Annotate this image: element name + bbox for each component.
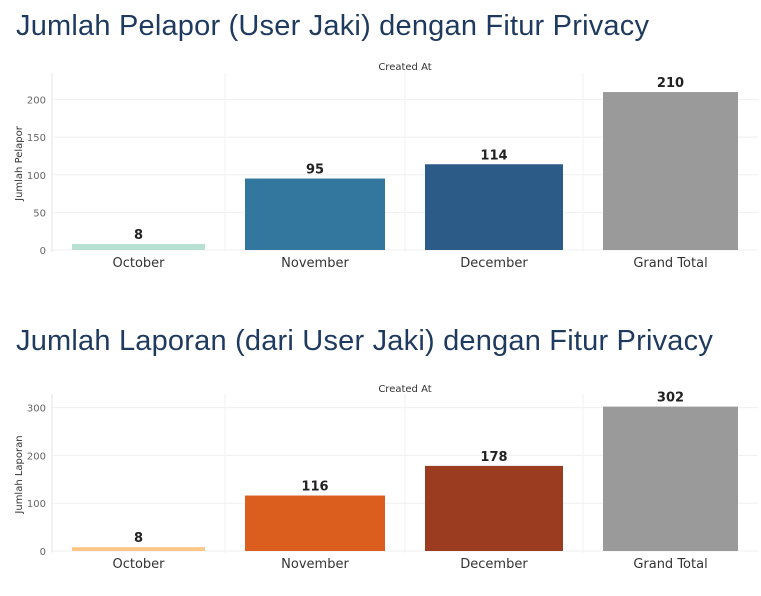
column-header: Created At bbox=[378, 62, 431, 73]
chart-title-pelapor: Jumlah Pelapor (User Jaki) dengan Fitur … bbox=[16, 10, 650, 42]
data-label: 116 bbox=[301, 480, 328, 495]
bar-december bbox=[425, 164, 563, 250]
data-label: 8 bbox=[134, 228, 143, 243]
data-label: 210 bbox=[657, 76, 684, 91]
chart-laporan: Created At Jumlah Laporan 0 100 200 300 8 Octob… bbox=[14, 384, 758, 572]
bar-october bbox=[72, 243, 205, 250]
column-header: Created At bbox=[378, 384, 431, 395]
data-label: 95 bbox=[306, 163, 324, 178]
y-tick-label: 200 bbox=[27, 96, 46, 107]
y-tick-label: 100 bbox=[27, 499, 46, 510]
chart-pelapor: Created At Jumlah Pelapor 0 50 100 150 200 8 Oct… bbox=[14, 62, 758, 271]
x-category-label: November bbox=[281, 256, 349, 271]
bar-november bbox=[245, 178, 385, 250]
x-category-label: November bbox=[281, 557, 349, 572]
data-label: 8 bbox=[134, 531, 143, 546]
y-tick-label: 0 bbox=[40, 547, 46, 558]
bar-grand-total bbox=[603, 92, 738, 250]
data-label: 114 bbox=[480, 148, 507, 163]
y-axis-label: Jumlah Pelapor bbox=[14, 125, 25, 202]
x-category-label: December bbox=[460, 256, 528, 271]
y-tick-label: 50 bbox=[33, 208, 46, 219]
y-axis-label: Jumlah Laporan bbox=[14, 435, 25, 514]
y-tick-label: 100 bbox=[27, 171, 46, 182]
x-category-label: October bbox=[112, 256, 165, 271]
data-label: 302 bbox=[657, 391, 684, 406]
bar-november bbox=[245, 495, 385, 551]
x-category-label: Grand Total bbox=[633, 256, 707, 271]
y-tick-label: 300 bbox=[27, 404, 46, 415]
data-label: 178 bbox=[480, 450, 507, 465]
y-tick-label: 200 bbox=[27, 451, 46, 462]
bar-december bbox=[425, 465, 563, 551]
x-category-label: Grand Total bbox=[633, 557, 707, 572]
bar-october bbox=[72, 547, 205, 551]
chart-title-laporan: Jumlah Laporan (dari User Jaki) dengan F… bbox=[16, 325, 714, 357]
bar-grand-total bbox=[603, 406, 738, 551]
y-tick-label: 0 bbox=[40, 246, 46, 257]
x-category-label: October bbox=[112, 557, 165, 572]
x-category-label: December bbox=[460, 557, 528, 572]
y-tick-label: 150 bbox=[27, 133, 46, 144]
